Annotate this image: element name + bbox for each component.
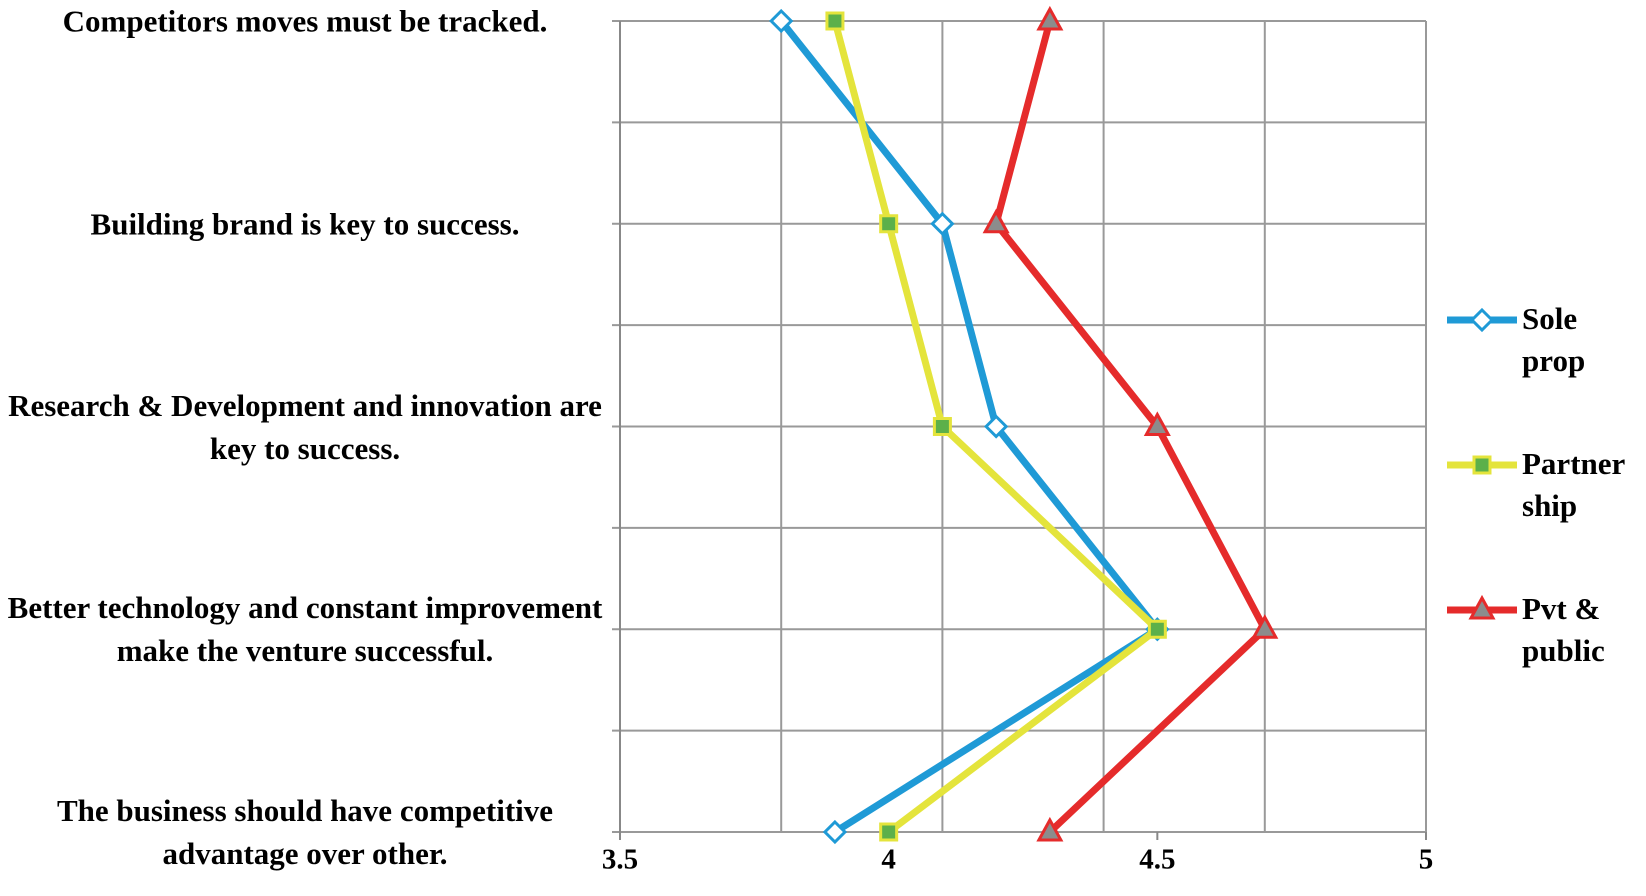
marker xyxy=(879,214,899,234)
marker xyxy=(932,417,952,436)
marker xyxy=(1143,411,1171,436)
marker xyxy=(769,8,794,34)
legend-label: Sole prop xyxy=(1522,301,1586,378)
marker xyxy=(1472,455,1492,475)
legend-label: Partner ship xyxy=(1522,446,1625,523)
marker xyxy=(825,11,845,31)
y-tick-label: Building brand is key to success. xyxy=(90,206,520,242)
marker xyxy=(1251,614,1279,639)
marker xyxy=(879,822,899,842)
y-tick-label: The business should have competitive adv… xyxy=(56,793,554,871)
marker xyxy=(1036,5,1064,31)
y-tick-label: Research & Development and innovation ar… xyxy=(8,387,602,466)
legend-label: Pvt & public xyxy=(1522,591,1605,668)
marker xyxy=(930,211,955,236)
x-tick-label: 5 xyxy=(1419,844,1434,876)
marker xyxy=(982,208,1010,234)
marker xyxy=(1036,816,1064,842)
marker xyxy=(822,819,848,845)
x-tick-label: 3.5 xyxy=(602,844,638,876)
y-tick-label: Competitors moves must be tracked. xyxy=(62,3,548,39)
marker xyxy=(984,414,1009,439)
marker xyxy=(1468,594,1496,620)
marker xyxy=(1147,619,1167,639)
x-tick-label: 4.5 xyxy=(1139,844,1175,876)
marker xyxy=(1469,307,1495,333)
y-tick-label: Better technology and constant improveme… xyxy=(7,590,603,669)
x-tick-label: 4 xyxy=(881,844,896,876)
